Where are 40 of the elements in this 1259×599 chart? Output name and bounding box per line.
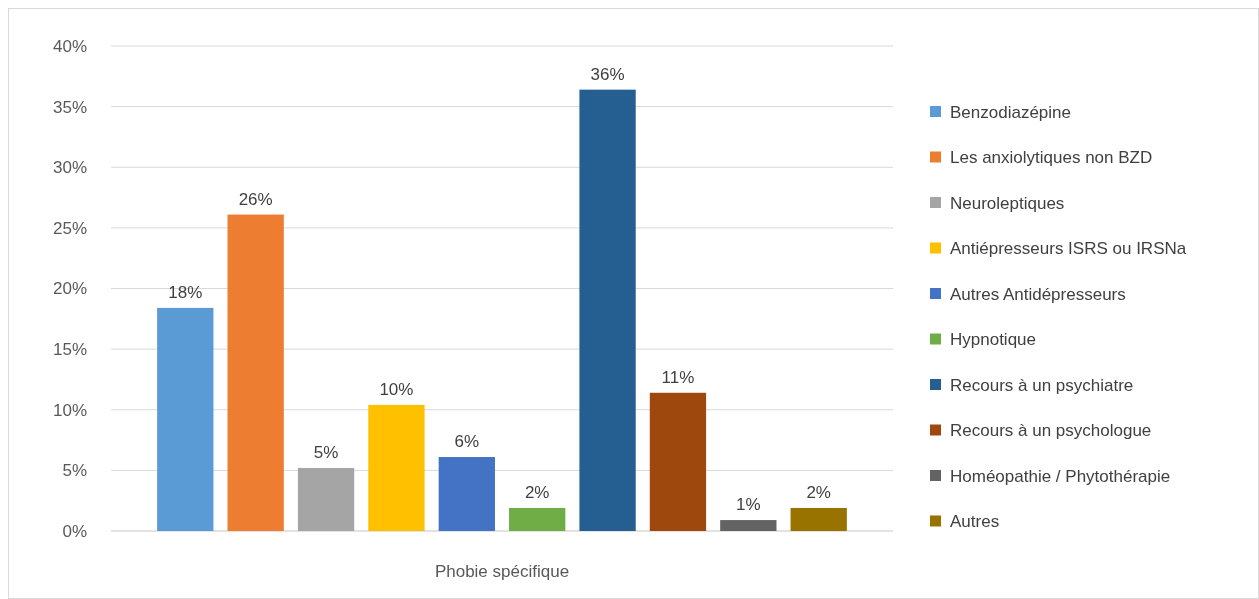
data-label: 36% bbox=[590, 64, 625, 84]
y-tick-label: 0% bbox=[62, 521, 87, 541]
legend-label: Neuroleptiques bbox=[950, 193, 1065, 213]
y-tick-label: 35% bbox=[52, 97, 87, 117]
legend-label: Hypnotique bbox=[950, 330, 1037, 350]
legend-label: Homéopathie / Phytothérapie bbox=[950, 466, 1171, 486]
y-tick-label: 25% bbox=[52, 218, 87, 238]
data-label: 10% bbox=[379, 379, 414, 399]
legend-label: Recours à un psychiatre bbox=[950, 375, 1134, 395]
bar bbox=[790, 507, 847, 531]
bar bbox=[157, 307, 214, 531]
data-label: 11% bbox=[661, 367, 695, 387]
y-tick-label: 30% bbox=[52, 158, 87, 178]
y-tick-label: 5% bbox=[62, 461, 87, 481]
y-tick-label: 15% bbox=[52, 340, 87, 360]
x-tick-label: Phobie spécifique bbox=[434, 562, 570, 581]
data-label: 2% bbox=[806, 482, 831, 502]
bar bbox=[368, 404, 425, 531]
data-label: 6% bbox=[454, 432, 480, 452]
bar bbox=[649, 392, 707, 531]
legend-label: Autres Antidépresseurs bbox=[950, 284, 1126, 304]
y-tick-label: 10% bbox=[52, 400, 87, 420]
bar bbox=[509, 507, 566, 531]
data-label: 2% bbox=[524, 482, 550, 502]
legend-label: Recours à un psychologue bbox=[950, 421, 1152, 441]
legend-label: Autres bbox=[950, 512, 1000, 532]
legend-label: Benzodiazépine bbox=[950, 102, 1071, 122]
bar bbox=[579, 89, 636, 531]
data-label: 5% bbox=[313, 442, 339, 462]
y-tick-label: 40% bbox=[52, 36, 87, 56]
y-tick-label: 20% bbox=[52, 279, 87, 299]
bar bbox=[227, 214, 284, 531]
data-label: 26% bbox=[238, 189, 273, 209]
bar bbox=[297, 467, 355, 531]
data-label: 1% bbox=[736, 495, 761, 515]
legend-label: Antiépresseurs ISRS ou IRSNa bbox=[950, 239, 1187, 259]
bar bbox=[438, 457, 495, 531]
bar bbox=[720, 520, 777, 531]
legend-label: Les anxiolytiques non BZD bbox=[950, 148, 1153, 168]
data-label: 18% bbox=[168, 282, 203, 302]
